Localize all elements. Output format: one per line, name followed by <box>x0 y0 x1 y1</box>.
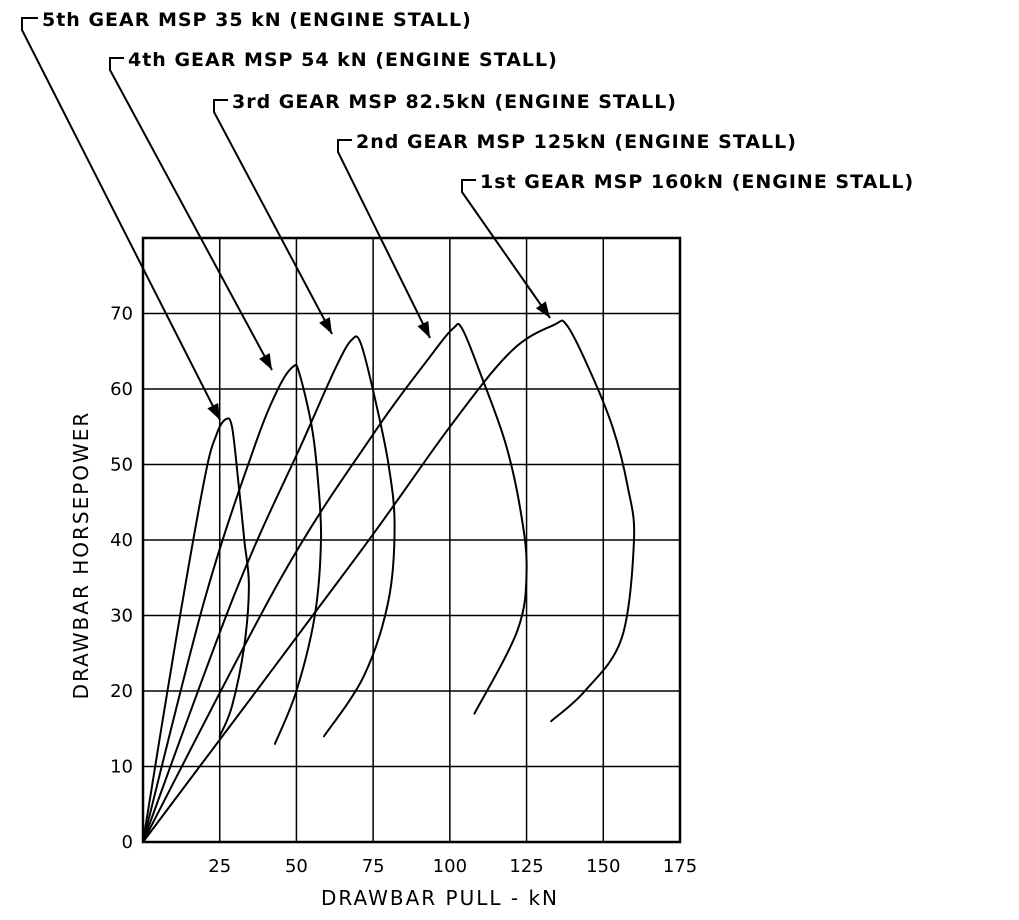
leader-1st-gear <box>461 179 551 319</box>
arrowhead-3rd-gear <box>319 317 332 334</box>
curve-2nd-gear <box>142 322 528 843</box>
arrowhead-5th-gear <box>207 403 220 420</box>
annotation-3rd-gear: 3rd GEAR MSP 82.5kN (ENGINE STALL) <box>232 91 677 113</box>
gear-curves <box>142 319 636 843</box>
leader-5th-gear <box>21 17 221 421</box>
y-tick-label: 20 <box>110 681 133 702</box>
x-tick-label: 175 <box>663 856 697 877</box>
annotation-5th-gear: 5th GEAR MSP 35 kN (ENGINE STALL) <box>42 9 472 31</box>
leader-3rd-gear <box>213 99 333 335</box>
annotation-2nd-gear: 2nd GEAR MSP 125kN (ENGINE STALL) <box>356 131 797 153</box>
y-tick-label: 40 <box>110 530 133 551</box>
y-tick-label: 70 <box>110 304 133 325</box>
curve-3rd-gear <box>142 335 396 843</box>
x-tick-label: 50 <box>285 856 308 877</box>
x-tick-label: 150 <box>586 856 620 877</box>
leader-4th-gear <box>109 57 273 371</box>
curve-4th-gear <box>142 363 323 843</box>
annotation-1st-gear: 1st GEAR MSP 160kN (ENGINE STALL) <box>480 171 914 193</box>
y-tick-label: 10 <box>110 757 133 778</box>
x-axis-title: DRAWBAR PULL - kN <box>321 886 559 910</box>
arrowhead-2nd-gear <box>417 321 430 338</box>
y-tick-label: 0 <box>122 832 133 853</box>
y-tick-label: 60 <box>110 379 133 400</box>
y-tick-label: 30 <box>110 606 133 627</box>
leader-2nd-gear <box>337 139 431 339</box>
arrowhead-1st-gear <box>535 301 550 318</box>
x-tick-label: 100 <box>433 856 467 877</box>
plot-frame <box>141 236 682 844</box>
x-tick-label: 125 <box>509 856 543 877</box>
annotation-4th-gear: 4th GEAR MSP 54 kN (ENGINE STALL) <box>128 49 558 71</box>
curve-1st-gear <box>142 319 636 843</box>
annotation-leaders <box>21 17 551 421</box>
x-tick-label: 75 <box>362 856 385 877</box>
y-axis-title: DRAWBAR HORSEPOWER <box>69 411 93 700</box>
tick-labels: 25 50 75 100 125 150 175 0 10 20 30 40 50 60 70 <box>110 304 697 878</box>
y-tick-label: 50 <box>110 455 133 476</box>
plot-grid <box>141 236 682 844</box>
x-tick-label: 25 <box>208 856 231 877</box>
arrowhead-4th-gear <box>259 353 272 370</box>
